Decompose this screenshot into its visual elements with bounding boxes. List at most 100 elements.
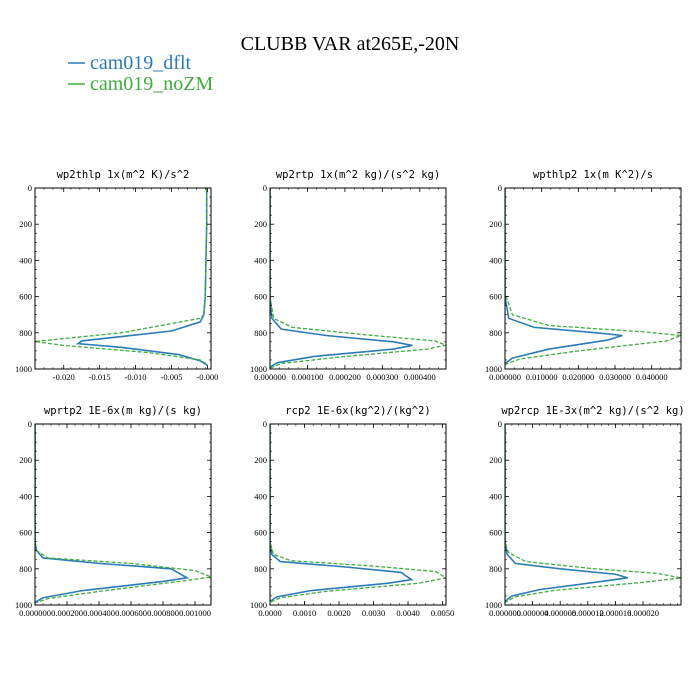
- x-tick-label: 0.000300: [366, 372, 398, 382]
- panel-title: wp2rcp 1E-3x(m^2 kg)/(s^2 kg): [501, 405, 684, 417]
- x-tick-label: 0.030000: [599, 372, 631, 382]
- y-tick-label: 200: [254, 455, 267, 465]
- x-tick-label: 0.0030: [362, 608, 385, 618]
- series-line-nozm: [505, 188, 681, 366]
- series-line-dflt: [35, 424, 190, 603]
- y-tick-label: 200: [489, 455, 502, 465]
- series-line-dflt: [75, 188, 208, 367]
- y-tick-label: 1000: [485, 364, 502, 374]
- y-tick-label: 400: [254, 255, 267, 265]
- x-tick-label: -0.015: [89, 372, 111, 382]
- x-tick-label: 0.0020: [327, 608, 350, 618]
- x-tick-label: 0.000200: [329, 372, 361, 382]
- plot-frame: [34, 187, 212, 370]
- x-tick-label: 0.000100: [292, 372, 324, 382]
- y-tick-label: 200: [19, 219, 32, 229]
- y-tick-label: 800: [489, 328, 502, 338]
- series-line-nozm: [270, 424, 446, 603]
- y-tick-label: 1000: [250, 600, 267, 610]
- x-tick-label: -0.010: [125, 372, 147, 382]
- y-tick-label: 0: [263, 183, 267, 193]
- x-tick-label: 0.000000: [489, 372, 521, 382]
- panel-6: wp2rcp 1E-3x(m^2 kg)/(s^2 kg) 0 200 400 600 8…: [485, 405, 685, 618]
- panel-1: wp2thlp 1x(m^2 K)/s^2 0 200 400 600 800 1000 -0…: [15, 169, 218, 382]
- x-tick-label: 0.000400: [404, 372, 436, 382]
- y-tick-label: 800: [19, 328, 32, 338]
- y-tick-label: 1000: [250, 364, 267, 374]
- panel-3: wpthlp2 1x(m K^2)/s 0 200 400 600 800 10000.00…: [485, 169, 682, 382]
- series-line-dflt: [505, 188, 623, 365]
- panel-grid: wp2thlp 1x(m^2 K)/s^2 0 200 400 600 800 1000 -0…: [15, 169, 685, 618]
- y-tick-label: 1000: [15, 600, 32, 610]
- panel-title: wp2thlp 1x(m^2 K)/s^2: [57, 169, 190, 181]
- figure-title: CLUBB VAR at265E,-20N: [241, 33, 460, 55]
- x-tick-label: 0.000016: [599, 608, 631, 618]
- y-tick-label: 600: [489, 292, 502, 302]
- y-tick-label: 400: [489, 491, 502, 501]
- y-tick-label: 0: [498, 183, 502, 193]
- x-tick-label: -0.000: [196, 372, 218, 382]
- y-tick-label: 400: [254, 491, 267, 501]
- legend: cam019_dflt cam019_noZM: [68, 52, 214, 95]
- plot-frame: [504, 423, 682, 606]
- y-tick-label: 1000: [15, 364, 32, 374]
- y-tick-label: 800: [489, 564, 502, 574]
- y-tick-label: 200: [254, 219, 267, 229]
- y-tick-label: 0: [263, 419, 267, 429]
- y-tick-label: 400: [19, 255, 32, 265]
- y-tick-label: 400: [489, 255, 502, 265]
- panel-title: rcp2 1E-6x(kg^2)/(kg^2): [285, 405, 430, 417]
- y-tick-label: 1000: [485, 600, 502, 610]
- x-tick-label: 0.000600: [115, 608, 147, 618]
- panel-title: wprtp2 1E-6x(m kg)/(s kg): [44, 405, 202, 417]
- series-line-nozm: [35, 424, 211, 604]
- y-tick-label: 0: [28, 183, 32, 193]
- y-tick-label: 0: [498, 419, 502, 429]
- y-tick-label: 600: [19, 292, 32, 302]
- y-tick-label: 600: [254, 292, 267, 302]
- x-tick-label: 0.000020: [627, 608, 659, 618]
- panel-title: wp2rtp 1x(m^2 kg)/(s^2 kg): [276, 169, 440, 181]
- legend-label-nozm: cam019_noZM: [90, 73, 214, 95]
- x-tick-label: 0.000000: [19, 608, 51, 618]
- x-tick-label: -0.005: [161, 372, 183, 382]
- x-tick-label: 0.000000: [489, 608, 521, 618]
- y-tick-label: 200: [19, 455, 32, 465]
- y-tick-label: 800: [254, 328, 267, 338]
- x-tick-label: 0.040000: [636, 372, 668, 382]
- panel-title: wpthlp2 1x(m K^2)/s: [533, 169, 653, 181]
- x-tick-label: 0.0050: [431, 608, 454, 618]
- y-tick-label: 200: [489, 219, 502, 229]
- panel-4: wprtp2 1E-6x(m kg)/(s kg) 0 200 400 600 800 10…: [15, 405, 212, 618]
- y-tick-label: 800: [19, 564, 32, 574]
- x-tick-label: 0.000400: [83, 608, 115, 618]
- y-tick-label: 600: [19, 528, 32, 538]
- panel-5: rcp2 1E-6x(kg^2)/(kg^2) 0 200 400 600 800 1000…: [250, 405, 454, 618]
- x-tick-label: 0.010000: [526, 372, 558, 382]
- series-line-dflt: [270, 188, 413, 368]
- x-tick-label: 0.020000: [562, 372, 594, 382]
- legend-label-dflt: cam019_dflt: [90, 52, 192, 74]
- plot-frame: [269, 187, 447, 370]
- y-tick-label: 600: [254, 528, 267, 538]
- y-tick-label: 800: [254, 564, 267, 574]
- panel-2: wp2rtp 1x(m^2 kg)/(s^2 kg) 0 200 400 600 800 1…: [250, 169, 447, 382]
- x-tick-label: 0.000008: [544, 608, 576, 618]
- series-line-dflt: [270, 424, 414, 603]
- series-line-nozm: [270, 188, 446, 369]
- plot-frame: [269, 423, 447, 606]
- x-tick-label: 0.001000: [179, 608, 211, 618]
- y-tick-label: 400: [19, 491, 32, 501]
- x-tick-label: 0.000800: [147, 608, 179, 618]
- series-line-nozm: [35, 188, 208, 366]
- series-line-dflt: [505, 424, 629, 603]
- x-tick-label: -0.020: [53, 372, 75, 382]
- y-tick-label: 600: [489, 528, 502, 538]
- x-tick-label: 0.0000: [258, 608, 281, 618]
- x-tick-label: 0.000200: [51, 608, 83, 618]
- x-tick-label: 0.0010: [293, 608, 316, 618]
- y-tick-label: 0: [28, 419, 32, 429]
- x-tick-label: 0.000000: [254, 372, 286, 382]
- x-tick-label: 0.0040: [396, 608, 419, 618]
